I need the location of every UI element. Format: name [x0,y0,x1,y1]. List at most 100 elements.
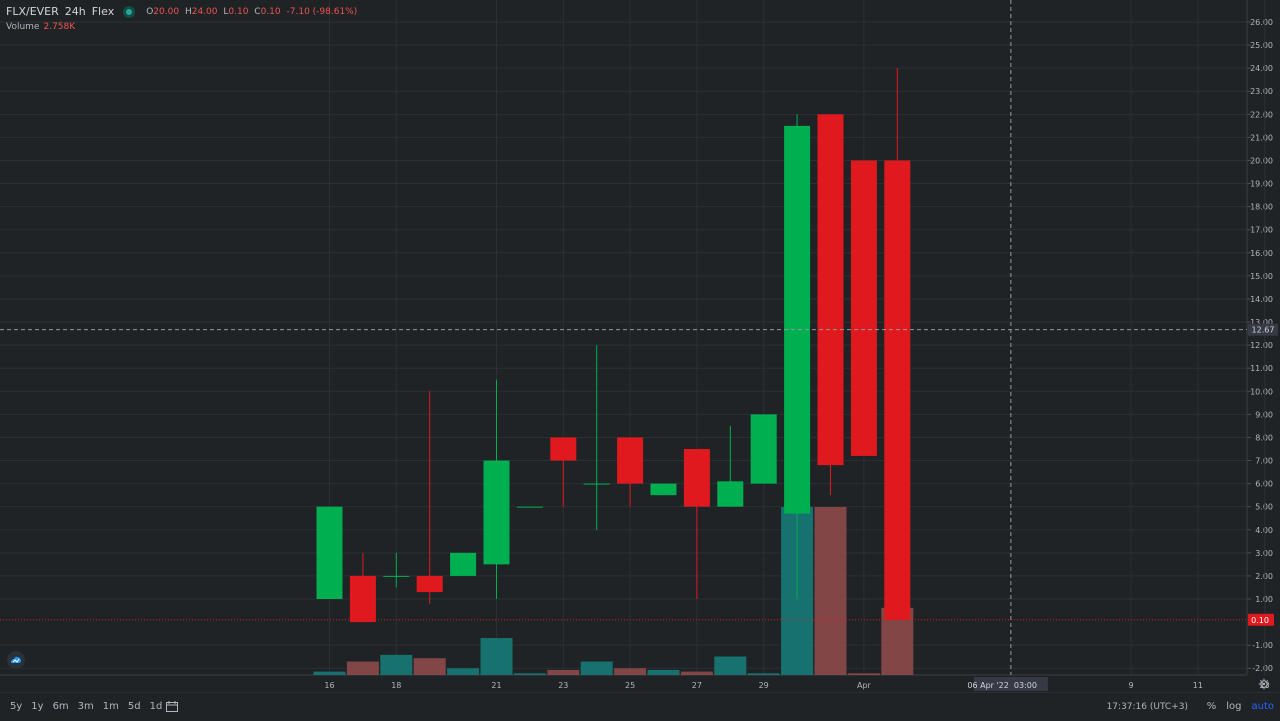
y-tick-label: 7.00 [1255,457,1273,466]
market-status-icon [126,8,133,15]
auto-toggle[interactable]: auto [1251,701,1274,712]
clock-timezone[interactable]: 17:37:16 (UTC+3) [1106,702,1188,712]
y-tick-label: 22.00 [1250,110,1273,119]
x-tick-label: 21 [491,681,501,690]
candle-body [884,160,911,620]
candle-body [750,414,777,484]
crosshair-time-label: 03:00 [1014,681,1037,690]
y-tick-label: 21.00 [1250,133,1273,142]
percent-toggle[interactable]: % [1206,701,1217,712]
symbol-name[interactable]: FLX/EVER [6,5,59,18]
range-6m[interactable]: 6m [52,701,69,712]
y-tick-label: 16.00 [1250,249,1273,258]
volume-bar [313,671,346,675]
range-1d[interactable]: 1d [149,701,163,712]
volume-bar [447,668,480,675]
x-tick-label: 13 [1260,681,1270,690]
candle-body [383,575,410,577]
symbol-legend: FLX/EVER 24h Flex O20.00 H24.00 L0.10 C0… [6,5,360,18]
candle-body [316,506,343,599]
log-toggle[interactable]: log [1226,701,1242,712]
volume-bar [647,669,680,675]
x-tick-label: 11 [1193,681,1203,690]
y-tick-label: 14.00 [1250,295,1273,304]
y-tick-label: 6.00 [1255,480,1273,489]
x-tick-label: 23 [558,681,568,690]
change-value: -7.10 (-98.61%) [286,6,358,17]
y-tick-label: 23.00 [1250,87,1273,96]
crosshair-date-badge [973,677,1048,691]
volume-bar [547,669,580,675]
volume-bar [847,673,880,675]
y-tick-label: 13.00 [1250,318,1273,327]
range-1y[interactable]: 1y [31,701,44,712]
y-tick-label: 12.00 [1250,341,1273,350]
ohlc-values: O20.00 H24.00 L0.10 C0.10 -7.10 (-98.61%… [146,6,358,17]
price-chart[interactable]: 26.00 25.00 24.00 23.00 22.00 21.00 20.00 19.00… [0,0,1280,692]
y-tick-label: 9.00 [1255,410,1273,419]
crosshair-price-label: 12.67 [1252,326,1275,335]
volume-bar [814,507,847,675]
candle-body [817,114,844,466]
y-tick-label: 18.00 [1250,203,1273,212]
candle-body [450,552,477,576]
volume-label: Volume [6,22,40,32]
settings-gear-icon[interactable] [1258,678,1270,690]
volume-bar [380,654,413,675]
y-tick-label: 4.00 [1255,526,1273,535]
y-tick-label: 3.00 [1255,549,1273,558]
y-tick-label: 17.00 [1250,226,1273,235]
y-tick-label: 10.00 [1250,387,1273,396]
y-tick-label: 15.00 [1250,272,1273,281]
time-range-selector: 5y 1y 6m 3m 1m 5d 1d [10,701,162,712]
y-tick-label: 11.00 [1250,364,1273,373]
chart-background [0,0,1280,692]
range-3m[interactable]: 3m [77,701,94,712]
y-tick-label: 2.00 [1255,572,1273,581]
volume-value: 2.758K [43,22,76,32]
candle-body [416,575,443,593]
bottom-toolbar: 5y 1y 6m 3m 1m 5d 1d 17:37:16 (UTC+3) % … [0,692,1280,721]
last-price-label: 0.10 [1251,616,1269,625]
volume-bar [580,661,613,675]
y-tick-label: 24.00 [1250,64,1273,73]
candle-body [717,481,744,507]
x-tick-label: 29 [759,681,769,690]
candle-body [550,437,577,461]
volume-bar [714,656,747,675]
candle-body [516,506,543,508]
exchange-label: Flex [91,5,115,18]
range-5y[interactable]: 5y [10,701,23,712]
date-range-icon[interactable] [166,701,178,712]
x-tick-label: 27 [692,681,702,690]
x-tick-label: 25 [625,681,635,690]
crosshair-date-label: 06 Apr '22 [967,681,1008,690]
x-tick-label: 18 [391,681,401,690]
candle-body [850,160,877,456]
volume-bar [346,661,379,675]
y-tick-label: 1.00 [1255,595,1273,604]
y-tick-label: 25.00 [1250,41,1273,50]
candle-body [650,483,677,496]
y-tick-label: 8.00 [1255,433,1273,442]
scale-options: % log auto [1207,701,1274,712]
volume-bar [680,671,713,675]
candle-body [483,460,510,565]
logo-icon[interactable] [7,651,25,669]
x-tick-label: 9 [1129,681,1134,690]
y-tick-label: 26.00 [1250,18,1273,27]
interval-label[interactable]: 24h [64,5,86,18]
volume-bar [513,673,546,675]
volume-bar [480,638,513,675]
y-tick-label: 5.00 [1255,503,1273,512]
y-tick-label: -2.00 [1252,664,1273,673]
volume-bar [413,658,446,675]
y-tick-label: 19.00 [1250,180,1273,189]
range-1m[interactable]: 1m [102,701,119,712]
y-tick-label: -1.00 [1252,641,1273,650]
x-tick-label: Apr [857,681,872,690]
volume-bar [614,668,647,675]
x-tick-label: 16 [324,681,334,690]
range-5d[interactable]: 5d [127,701,141,712]
candle-body [617,437,644,484]
